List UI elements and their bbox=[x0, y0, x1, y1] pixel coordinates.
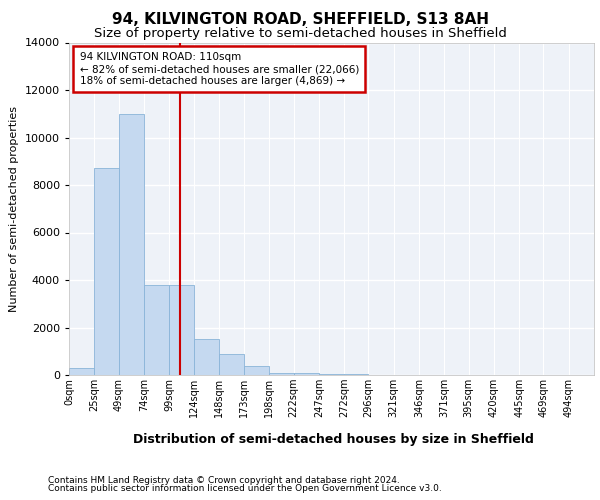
Bar bbox=[119, 114, 144, 375]
Bar bbox=[144, 285, 169, 375]
Text: 94 KILVINGTON ROAD: 110sqm
← 82% of semi-detached houses are smaller (22,066)
18: 94 KILVINGTON ROAD: 110sqm ← 82% of semi… bbox=[79, 52, 359, 86]
Y-axis label: Number of semi-detached properties: Number of semi-detached properties bbox=[9, 106, 19, 312]
Text: Distribution of semi-detached houses by size in Sheffield: Distribution of semi-detached houses by … bbox=[133, 432, 533, 446]
Bar bbox=[69, 368, 94, 375]
Text: Contains HM Land Registry data © Crown copyright and database right 2024.: Contains HM Land Registry data © Crown c… bbox=[48, 476, 400, 485]
Bar bbox=[219, 354, 244, 375]
Bar bbox=[344, 374, 368, 375]
Bar bbox=[244, 366, 269, 375]
Bar bbox=[194, 340, 219, 375]
Bar bbox=[269, 372, 293, 375]
Bar bbox=[293, 372, 319, 375]
Bar bbox=[319, 374, 344, 375]
Text: Contains public sector information licensed under the Open Government Licence v3: Contains public sector information licen… bbox=[48, 484, 442, 493]
Text: 94, KILVINGTON ROAD, SHEFFIELD, S13 8AH: 94, KILVINGTON ROAD, SHEFFIELD, S13 8AH bbox=[112, 12, 488, 28]
Bar bbox=[169, 285, 194, 375]
Bar bbox=[94, 168, 119, 375]
Text: Size of property relative to semi-detached houses in Sheffield: Size of property relative to semi-detach… bbox=[94, 28, 506, 40]
